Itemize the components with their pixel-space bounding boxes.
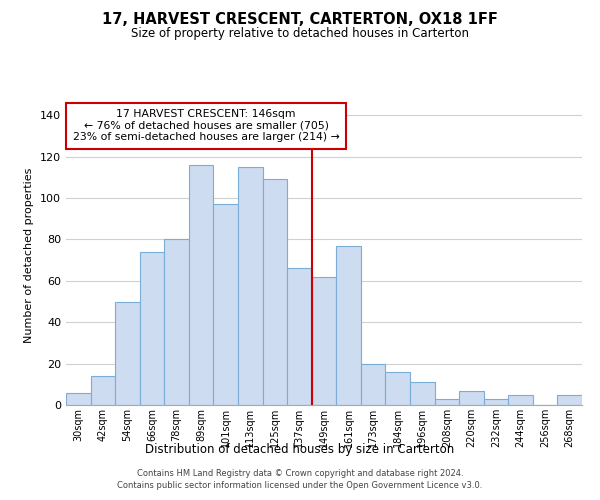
Bar [263, 180, 287, 405]
Bar [410, 382, 434, 405]
Bar [312, 276, 336, 405]
Bar [557, 394, 582, 405]
Bar [434, 399, 459, 405]
Bar [508, 394, 533, 405]
Text: 17 HARVEST CRESCENT: 146sqm
← 76% of detached houses are smaller (705)
23% of se: 17 HARVEST CRESCENT: 146sqm ← 76% of det… [73, 109, 340, 142]
Bar [238, 167, 263, 405]
Bar [164, 240, 189, 405]
Bar [484, 399, 508, 405]
Bar [115, 302, 140, 405]
Text: Distribution of detached houses by size in Carterton: Distribution of detached houses by size … [145, 442, 455, 456]
Text: 17, HARVEST CRESCENT, CARTERTON, OX18 1FF: 17, HARVEST CRESCENT, CARTERTON, OX18 1F… [102, 12, 498, 28]
Bar [459, 390, 484, 405]
Bar [140, 252, 164, 405]
Bar [336, 246, 361, 405]
Text: Size of property relative to detached houses in Carterton: Size of property relative to detached ho… [131, 28, 469, 40]
Bar [287, 268, 312, 405]
Bar [91, 376, 115, 405]
Y-axis label: Number of detached properties: Number of detached properties [25, 168, 34, 342]
Bar [385, 372, 410, 405]
Text: Contains HM Land Registry data © Crown copyright and database right 2024.
Contai: Contains HM Land Registry data © Crown c… [118, 468, 482, 490]
Bar [214, 204, 238, 405]
Bar [66, 392, 91, 405]
Bar [361, 364, 385, 405]
Bar [189, 165, 214, 405]
